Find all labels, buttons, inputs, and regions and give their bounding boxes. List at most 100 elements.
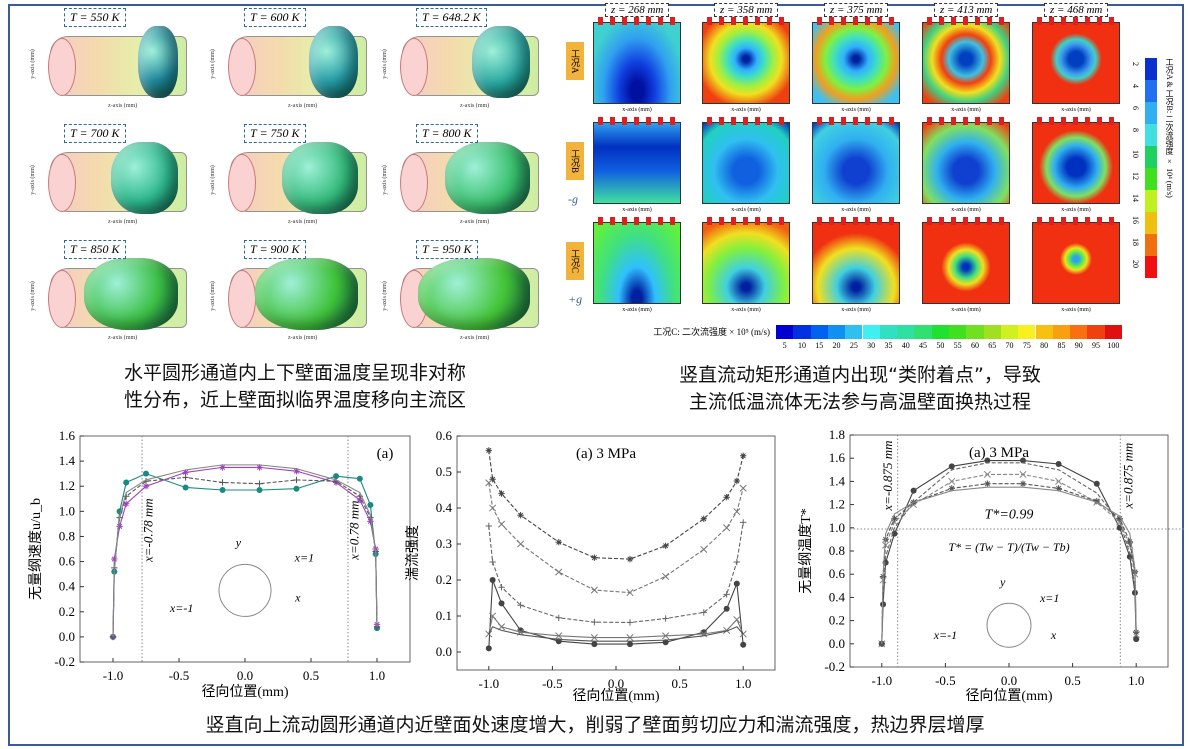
data-point: [626, 589, 634, 597]
data-point: [293, 485, 300, 492]
data-point: [356, 475, 363, 482]
data-point: [983, 470, 991, 478]
z-position-label: z = 413 mm: [934, 3, 999, 17]
colorbar-ab-swatch: [1145, 80, 1157, 102]
flow-arrows: [703, 217, 789, 225]
y-tick-label: 0.4: [59, 579, 76, 594]
colorbar-c-tick: 80: [1040, 341, 1049, 350]
y-tick-label: 0.2: [436, 572, 452, 587]
data-point: [182, 484, 189, 491]
chart-title: (a) 3 MPa: [969, 445, 1029, 461]
outer-frame: [8, 4, 1184, 746]
data-point: [948, 477, 956, 485]
data-point: [489, 504, 497, 512]
flow-arrows: [594, 217, 680, 225]
plot-frame: [456, 435, 776, 671]
z-position-label: z = 375 mm: [824, 3, 889, 17]
colorbar-c-swatch: [949, 325, 967, 339]
data-point: [517, 512, 524, 519]
annotation: x=-1: [933, 628, 957, 642]
data-point: [662, 639, 669, 646]
isosurface-blob: [445, 142, 530, 214]
data-point: [723, 524, 731, 532]
data-point: [1019, 480, 1027, 487]
data-point: [123, 479, 130, 486]
data-point: [498, 584, 505, 591]
x-tick-label: 0.5: [303, 668, 319, 683]
data-point: [256, 480, 263, 487]
y-tick-label: -0.2: [824, 659, 845, 674]
series-line: [881, 483, 1137, 644]
y-tick-label: 1.4: [59, 453, 76, 468]
colorbar-c-tick: 15: [815, 341, 824, 350]
x-axis-title: 径向位置(mm): [572, 688, 659, 704]
contour-panel: x-axis (mm): [812, 17, 900, 113]
colorbar-ab-tick: 6: [1131, 106, 1140, 110]
case-label: 工况B: [566, 142, 584, 180]
y-tick-label: 1.0: [59, 503, 75, 518]
z-axis-label: z-axis (mm): [288, 103, 318, 109]
series-line: [488, 482, 744, 594]
y-tick-label: 0.6: [829, 566, 846, 581]
series-line: [488, 579, 744, 649]
data-point: [891, 530, 898, 537]
colorbar-c-swatch: [810, 325, 828, 339]
colorbar-ab-tick: 20: [1131, 260, 1140, 268]
contour-panel: x-axis (mm): [922, 17, 1010, 113]
colorbar-ab-tick: 16: [1131, 216, 1140, 224]
colorbar-c-swatch: [827, 325, 846, 339]
data-point: [143, 470, 149, 477]
colorbar-c-tick: 20: [832, 341, 841, 350]
colorbar-c-swatch: [1018, 325, 1036, 339]
colorbar-c-swatch: [1070, 325, 1088, 339]
x-tick-label: 0.5: [671, 676, 687, 691]
z-axis-label: z-axis (mm): [108, 103, 138, 109]
x-tick-label: 0.5: [1064, 673, 1080, 688]
data-point: [733, 508, 741, 516]
isosurface-blob: [309, 26, 358, 98]
data-point: [662, 572, 670, 580]
temperature-label: T = 648.2 K: [416, 8, 487, 27]
data-point: [733, 477, 741, 485]
z-position-label: z = 268 mm: [605, 3, 670, 17]
temperature-label: T = 700 K: [64, 124, 126, 143]
colorbar-c-tick: 25: [849, 341, 858, 350]
contour-panel: x-axis (mm): [702, 217, 790, 313]
colorbar-ab-swatch: [1145, 212, 1157, 234]
channel-inlet: [400, 38, 428, 96]
colorbar-ab-swatch: [1145, 168, 1157, 190]
x-axis-label: x-axis (mm): [1061, 207, 1091, 213]
contour-panel: x-axis (mm): [593, 17, 681, 113]
colorbar-c-tick: 45: [919, 341, 928, 350]
gravity-direction-label: +g: [568, 292, 583, 306]
data-point: [591, 618, 598, 626]
flow-arrows: [923, 117, 1009, 125]
x-axis-label: x-axis (mm): [951, 207, 981, 213]
data-point: [626, 634, 634, 642]
contour-panel: x-axis (mm): [593, 217, 681, 313]
channel-inlet: [48, 154, 76, 212]
data-point: [111, 555, 118, 563]
colorbar-c-swatch: [983, 325, 1001, 339]
colorbar-c-swatch: [1087, 325, 1105, 339]
flow-arrows: [703, 17, 789, 25]
data-point: [700, 609, 707, 616]
z-axis-label: z-axis (mm): [288, 335, 318, 341]
temperature-label: T = 950 K: [416, 240, 478, 259]
isosurface-blob: [111, 142, 178, 214]
colorbar-ab-swatch: [1145, 102, 1157, 124]
top-left-caption: 水平圆形通道内上下壁面温度呈现非对称 性分布，近上壁面拟临界温度移向主流区: [40, 360, 550, 414]
annotation: x: [294, 591, 301, 605]
colorbar-ab-swatch: [1145, 58, 1157, 80]
data-point: [256, 464, 263, 471]
y-tick-label: 1.0: [829, 520, 845, 535]
annotation: T*=0.99: [985, 508, 1034, 523]
colorbar-c-tick: 70: [1005, 341, 1014, 350]
data-point: [626, 555, 634, 563]
data-point: [733, 616, 741, 624]
x-tick-label: -0.5: [169, 668, 190, 683]
data-point: [142, 483, 150, 490]
